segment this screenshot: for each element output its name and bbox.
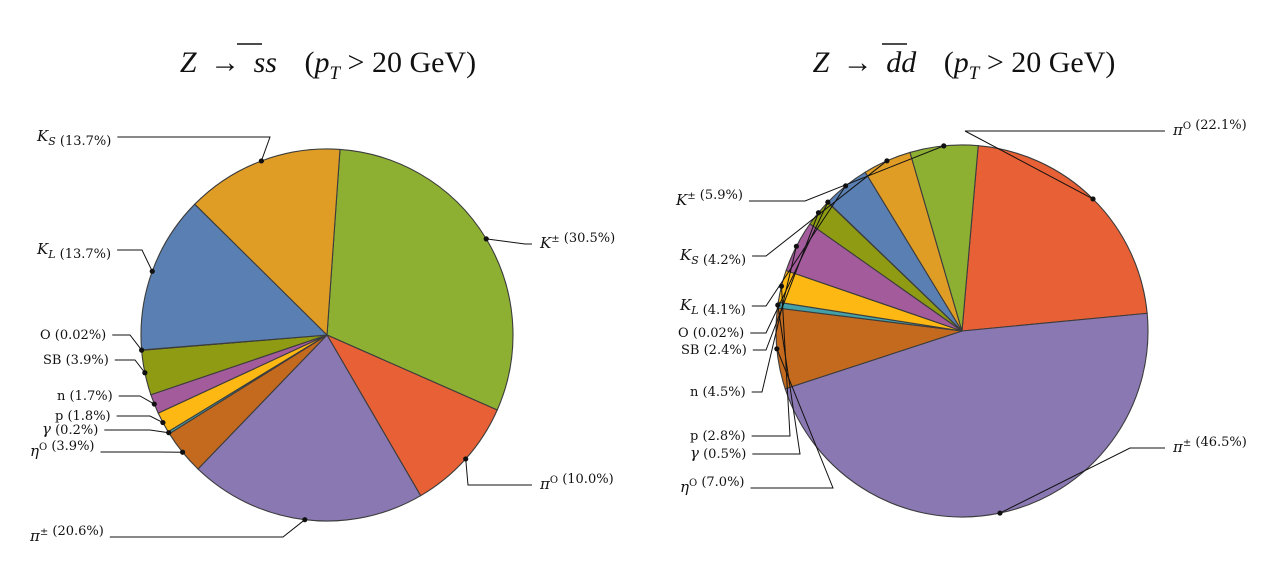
slice-label: πO (10.0%) <box>539 472 614 493</box>
leader-line <box>112 334 143 351</box>
slice-label: γ (0.5%) <box>690 444 746 462</box>
leader-line <box>114 359 146 374</box>
slice-label: p (2.8%) <box>690 429 746 444</box>
leader-line <box>104 429 169 434</box>
leader-line <box>109 519 306 538</box>
slice-label: O (0.02%) <box>678 326 744 341</box>
leader-line <box>116 415 164 424</box>
leader-line <box>117 136 271 162</box>
slice-label: K± (5.9%) <box>675 188 743 209</box>
slice-label: KL (13.7%) <box>36 240 111 262</box>
slice-label: n (1.7%) <box>57 389 113 404</box>
pie-chart-z-ss: Z → ss (pT > 20 GeV) K± (30.5%) πO (10.0%… <box>29 43 615 545</box>
leader-line <box>118 395 155 405</box>
leader-line <box>750 348 834 489</box>
leader-line <box>999 447 1165 514</box>
leader-line <box>751 286 791 437</box>
slice-label: KS (13.7%) <box>36 127 111 149</box>
slice-label: ηO (7.0%) <box>680 475 745 496</box>
slice-label: KL (4.1%) <box>679 296 746 318</box>
slice-label: πO (22.1%) <box>1172 118 1247 139</box>
slice-label: π± (46.5%) <box>1172 435 1247 456</box>
chart-title-z-dd: Z → dd (pT > 20 GeV) <box>813 46 1116 84</box>
slice-label: SB (2.4%) <box>681 343 747 358</box>
pie-chart-z-dd: Z → dd (pT > 20 GeV) πO (22.1%) π± (46.5%… <box>675 43 1247 518</box>
slice-label: γ (0.2%) <box>42 420 98 438</box>
leader-line <box>750 201 829 334</box>
slice-label: p (1.8%) <box>55 409 111 424</box>
leader-line <box>964 130 1165 200</box>
slice-label: π± (20.6%) <box>29 524 104 545</box>
leader-line <box>117 249 153 272</box>
leader-line <box>752 160 888 257</box>
pie-slice-0 <box>961 145 1148 332</box>
leader-line <box>751 246 797 393</box>
leader-line <box>465 458 532 486</box>
leader-line <box>751 185 847 307</box>
leader-dot <box>941 143 947 149</box>
slice-label: K± (30.5%) <box>539 231 615 252</box>
slice-label: ηO (3.9%) <box>30 439 95 460</box>
slice-label: n (4.5%) <box>690 385 746 400</box>
leader-line <box>486 238 532 245</box>
slice-label: KS (4.2%) <box>679 246 746 268</box>
slice-label: SB (3.9%) <box>43 353 109 368</box>
chart-title-z-ss: Z → ss (pT > 20 GeV) <box>180 46 476 84</box>
leader-line <box>748 145 944 202</box>
slice-label: O (0.02%) <box>40 328 106 343</box>
